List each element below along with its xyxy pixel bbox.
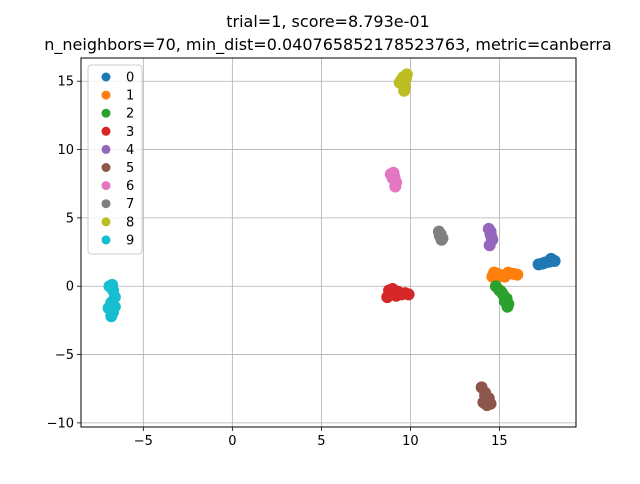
data-point-series-2 xyxy=(495,285,508,298)
legend-label-6: 6 xyxy=(126,179,134,194)
data-point-series-9 xyxy=(106,278,119,291)
legend-marker-1 xyxy=(101,90,111,100)
legend-marker-3 xyxy=(101,126,111,136)
legend-label-7: 7 xyxy=(126,197,134,212)
data-point-series-2 xyxy=(501,300,514,313)
legend-marker-7 xyxy=(101,199,111,209)
legend-marker-9 xyxy=(101,235,111,245)
data-point-series-6 xyxy=(389,180,402,193)
x-tick-label: 10 xyxy=(402,434,419,449)
plot-area-frame xyxy=(80,57,577,428)
y-tick-label: 10 xyxy=(57,143,74,158)
data-points xyxy=(102,68,561,412)
data-point-series-6 xyxy=(387,166,400,179)
y-tick-label: 15 xyxy=(57,75,74,90)
grid-lines xyxy=(81,58,576,427)
legend-label-5: 5 xyxy=(126,161,134,176)
chart-title-line1: trial=1, score=8.793e-01 xyxy=(226,12,429,31)
legend-label-2: 2 xyxy=(126,107,134,122)
data-point-series-9 xyxy=(108,300,121,313)
legend-label-8: 8 xyxy=(126,215,134,230)
y-tick-label: 0 xyxy=(66,280,74,295)
legend-marker-6 xyxy=(101,181,111,191)
legend-marker-2 xyxy=(101,108,111,118)
data-point-series-0 xyxy=(548,254,561,267)
data-point-series-3 xyxy=(386,282,399,295)
y-tick-label: −10 xyxy=(47,416,74,431)
data-point-series-1 xyxy=(511,268,524,281)
x-tick-label: 5 xyxy=(317,434,325,449)
legend-label-9: 9 xyxy=(126,233,134,248)
legend-label-3: 3 xyxy=(126,125,134,140)
legend-label-1: 1 xyxy=(126,89,134,104)
x-tick-label: −5 xyxy=(134,434,153,449)
data-point-series-7 xyxy=(435,233,448,246)
data-point-series-8 xyxy=(399,72,412,85)
legend-marker-0 xyxy=(101,72,111,82)
legend-marker-4 xyxy=(101,144,111,154)
x-tick-label: 0 xyxy=(228,434,236,449)
data-point-series-4 xyxy=(484,225,497,238)
legend-label-0: 0 xyxy=(126,71,134,86)
legend-marker-8 xyxy=(101,217,111,227)
data-point-series-0 xyxy=(539,256,552,269)
x-tick-label: 15 xyxy=(491,434,508,449)
data-point-series-8 xyxy=(398,84,411,97)
legend: 0 1 2 3 4 5 6 7 8 9 xyxy=(87,64,143,255)
data-point-series-5 xyxy=(481,393,494,406)
legend-label-4: 4 xyxy=(126,143,134,158)
y-tick-label: −5 xyxy=(55,348,74,363)
data-point-series-3 xyxy=(402,288,415,301)
data-point-series-9 xyxy=(105,310,118,323)
y-tick-label: 5 xyxy=(66,211,74,226)
data-point-series-1 xyxy=(493,269,506,282)
legend-box xyxy=(87,64,143,255)
chart-title-line2: n_neighbors=70, min_dist=0.0407658521785… xyxy=(44,35,611,55)
legend-marker-5 xyxy=(101,163,111,172)
